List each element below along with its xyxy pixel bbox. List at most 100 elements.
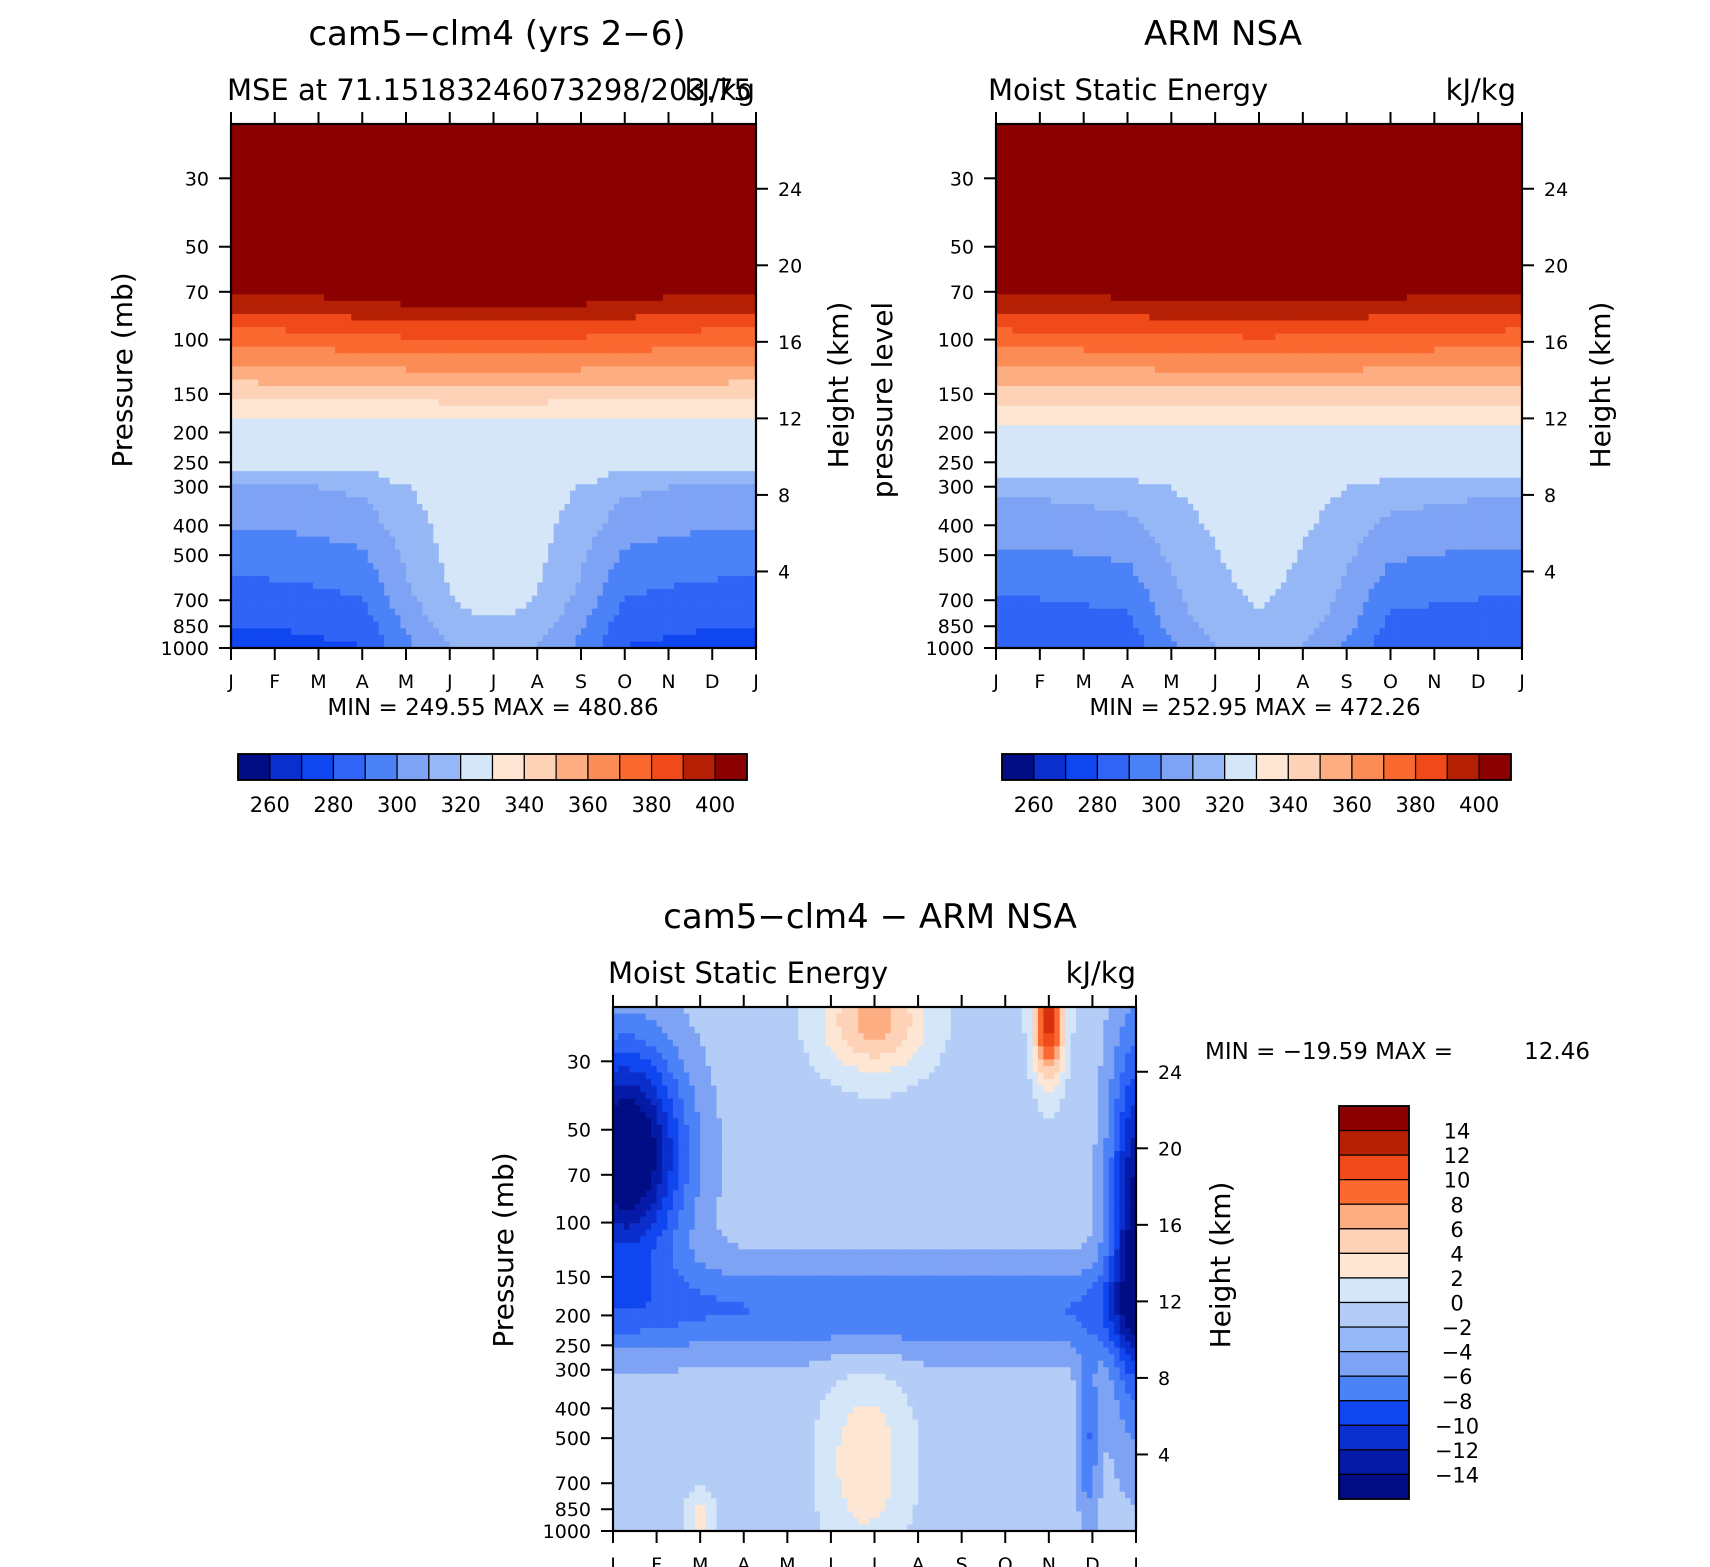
model-cell <box>269 209 276 217</box>
model-cell <box>318 215 325 223</box>
model-cell <box>236 556 243 564</box>
model-cell <box>280 189 287 197</box>
model-cell <box>482 634 489 643</box>
model-cell <box>296 569 303 577</box>
model-cell <box>318 274 325 282</box>
model-cell <box>373 405 380 413</box>
model-cell <box>362 634 369 643</box>
model-cell <box>395 589 402 597</box>
model-cell <box>334 503 341 512</box>
model-cell <box>515 163 522 171</box>
model-cell <box>400 451 407 459</box>
model-cell <box>318 176 325 184</box>
model-cell <box>564 562 571 570</box>
model-cell <box>263 530 270 538</box>
model-cell <box>280 248 287 256</box>
model-cell <box>542 241 549 250</box>
model-cell <box>515 451 522 459</box>
model-cell <box>356 333 363 341</box>
model-cell <box>537 444 544 453</box>
model-cell <box>504 523 511 531</box>
model-cell <box>488 562 495 570</box>
model-cell <box>471 575 478 584</box>
model-cell <box>444 582 451 590</box>
model-cell <box>247 333 254 341</box>
model-cell <box>373 621 380 629</box>
model-cell <box>433 359 440 367</box>
model-cell <box>559 248 566 256</box>
model-cell <box>553 372 560 381</box>
model-cell <box>559 235 566 243</box>
model-cell <box>356 634 363 643</box>
model-cell <box>356 189 363 197</box>
model-cell <box>296 215 303 223</box>
model-cell <box>340 386 347 394</box>
model-cell <box>498 333 506 341</box>
model-cell <box>471 202 478 210</box>
model-cell <box>252 399 259 407</box>
model-cell <box>427 477 434 485</box>
model-cell <box>280 222 287 230</box>
model-cell <box>542 327 549 335</box>
model-cell <box>367 418 374 426</box>
model-cell <box>340 182 347 191</box>
model-cell <box>559 418 566 426</box>
model-cell <box>334 156 341 164</box>
model-cell <box>329 261 336 269</box>
model-cell <box>263 399 270 407</box>
model-cell <box>548 523 555 531</box>
model-cell <box>395 169 402 177</box>
model-cell <box>493 484 500 492</box>
model-cell <box>438 556 445 564</box>
model-cell <box>416 196 424 204</box>
model-cell <box>488 313 495 322</box>
model-cell <box>493 510 500 518</box>
model-cell <box>313 261 320 269</box>
model-cell <box>526 137 533 145</box>
model-cell <box>411 248 418 256</box>
model-cell <box>438 536 445 544</box>
model-cell <box>406 464 413 472</box>
model-cell <box>231 458 238 466</box>
model-cell <box>520 523 527 531</box>
model-cell <box>520 372 527 381</box>
model-cell <box>307 641 314 648</box>
model-cell <box>433 353 440 361</box>
model-cell <box>334 477 341 485</box>
model-cell <box>422 392 429 400</box>
model-cell <box>362 438 369 446</box>
model-cell <box>504 130 511 138</box>
model-cell <box>362 556 369 564</box>
model-cell <box>285 366 292 374</box>
model-cell <box>504 182 511 191</box>
model-cell <box>247 156 254 164</box>
model-cell <box>378 621 385 629</box>
model-cell <box>252 182 259 191</box>
model-cell <box>466 405 473 413</box>
model-cell <box>482 366 489 374</box>
model-cell <box>422 287 429 295</box>
model-cell <box>449 602 456 610</box>
model-cell <box>460 241 467 250</box>
model-cell <box>526 340 533 348</box>
model-cell <box>351 418 358 426</box>
model-cell <box>296 431 303 439</box>
model-cell <box>263 556 270 564</box>
model-cell <box>389 503 396 512</box>
model-cell <box>236 589 243 597</box>
model-cell <box>537 124 544 132</box>
model-cell <box>411 464 418 472</box>
model-cell <box>477 582 484 590</box>
model-cell <box>542 523 549 531</box>
model-cell <box>334 294 341 302</box>
model-cell <box>329 340 336 348</box>
model-cell <box>296 549 303 557</box>
model-cell <box>460 313 467 322</box>
model-cell <box>515 379 522 387</box>
model-cell <box>406 418 413 426</box>
model-cell <box>570 156 577 164</box>
model-cell <box>340 189 347 197</box>
model-cell <box>411 163 418 171</box>
model-cell <box>422 562 429 570</box>
model-cell <box>307 543 314 551</box>
